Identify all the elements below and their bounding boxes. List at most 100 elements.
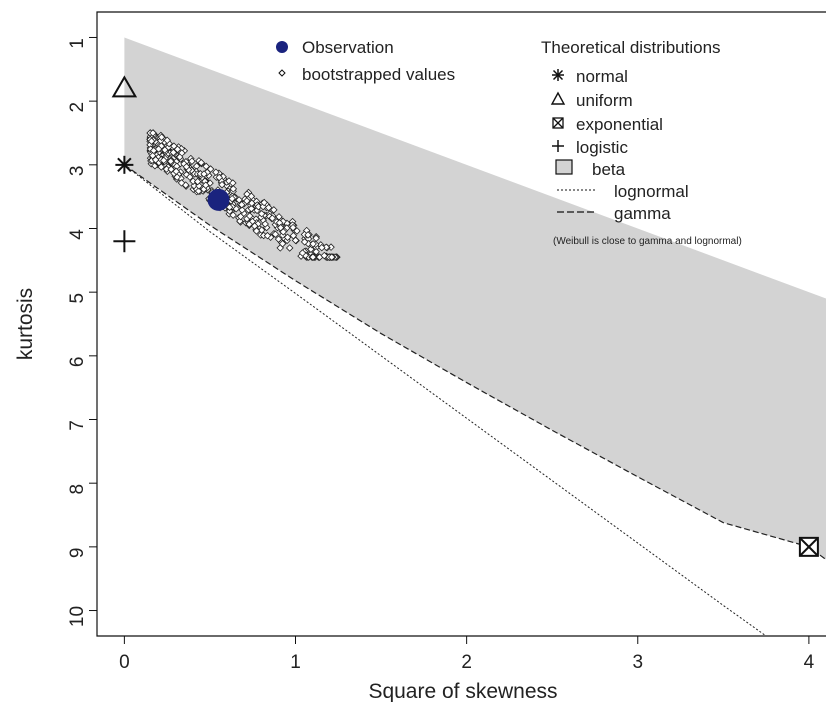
bootstrapped-point [293, 227, 301, 235]
x-tick-label: 2 [461, 652, 472, 673]
x-tick-label: 0 [119, 652, 130, 673]
bootstrapped-point [218, 180, 226, 189]
x-tick-label: 1 [290, 652, 301, 673]
beta-legend-symbol [555, 159, 573, 175]
bootstrapped-legend-label: bootstrapped values [302, 65, 455, 84]
logistic-legend-label: logistic [576, 138, 628, 157]
bootstrapped-point [159, 156, 168, 165]
beta-legend-label: beta [592, 160, 626, 179]
bootstrapped-point [268, 214, 277, 222]
logistic-point [113, 230, 136, 253]
y-tick-label: 3 [67, 166, 88, 177]
bootstrapped-point [197, 158, 205, 167]
bootstrapped-point [304, 231, 312, 239]
bootstrapped-point [169, 148, 178, 157]
bootstrapped-point [245, 220, 254, 229]
bootstrapped-point [166, 157, 175, 166]
gamma-legend-label: gamma [614, 204, 671, 223]
observation-legend-marker [276, 41, 288, 53]
bootstrapped-point [182, 162, 191, 171]
bootstrapped-point [200, 170, 208, 178]
bootstrapped-point [194, 187, 203, 195]
bootstrapped-point [278, 239, 287, 248]
bootstrapped-point [147, 137, 156, 145]
plot-frame [96, 11, 826, 637]
bootstrapped-point [238, 206, 246, 214]
bootstrapped-point [270, 206, 278, 214]
bootstrapped-point [243, 190, 251, 198]
y-tick-label: 2 [67, 102, 88, 113]
axis-layer: 0 1 2 3 4 1 2 3 4 5 6 7 8 9 10 Square of skewness kurtos… [14, 11, 826, 702]
bootstrapped-point [151, 156, 160, 164]
bootstrapped-point [279, 217, 287, 226]
bootstrapped-point [163, 136, 171, 145]
bootstrapped-point [172, 167, 180, 176]
y-tick-label: 7 [67, 420, 88, 431]
bootstrapped-point [225, 203, 234, 212]
legend-layer: Observation bootstrapped values Theoretica… [276, 38, 742, 247]
y-tick-label: 1 [67, 38, 88, 49]
bootstrapped-point [235, 196, 243, 204]
bootstrapped-point [201, 181, 210, 189]
bootstrapped-point [260, 198, 268, 207]
bootstrapped-point [320, 251, 329, 260]
bootstrapped-point [157, 133, 166, 141]
y-axis-label: kurtosis [14, 288, 37, 360]
bootstrapped-point [236, 212, 245, 221]
bootstrapped-point [309, 253, 317, 261]
bootstrapped-point [309, 240, 317, 248]
bootstrapped-point [202, 162, 210, 171]
x-tick-label: 4 [804, 652, 815, 673]
bootstrapped-point [271, 230, 280, 239]
bootstrapped-point [149, 129, 157, 137]
theoretical-legend-title: Theoretical distributions [541, 38, 721, 57]
uniform-legend-label: uniform [576, 91, 633, 110]
bootstrapped-point [245, 212, 254, 220]
bootstrapped-point [188, 157, 196, 165]
bootstrapped-point [318, 243, 326, 252]
normal-legend-label: normal [576, 67, 628, 86]
bootstrapped-point [289, 231, 298, 240]
bootstrapped-point [300, 238, 309, 246]
logistic-legend-symbol [552, 140, 564, 152]
uniform-point [111, 75, 138, 98]
bootstrapped-point [248, 199, 256, 207]
exponential-legend-label: exponential [576, 115, 663, 134]
bootstrapped-point [229, 185, 238, 193]
bootstrapped-point [247, 204, 256, 213]
bootstrapped-point [252, 227, 261, 235]
lognormal-line [124, 164, 767, 636]
beta-region [124, 37, 826, 560]
bootstrapped-point [243, 197, 251, 205]
bootstrapped-point [228, 194, 236, 203]
y-tick-label: 10 [67, 606, 88, 627]
bootstrapped-point [237, 200, 246, 209]
lognormal-legend-label: lognormal [614, 182, 689, 201]
bootstrapped-point [229, 211, 237, 219]
bootstrapped-point [175, 153, 184, 161]
bootstrapped-point [257, 209, 266, 218]
x-tick-label: 3 [632, 652, 643, 673]
uniform-legend-symbol [550, 91, 566, 105]
observation-legend-label: Observation [302, 38, 394, 57]
bootstrapped-point [257, 226, 266, 234]
bootstrapped-point [263, 231, 272, 240]
bootstrapped-legend-marker [278, 69, 286, 77]
bootstrapped-point [285, 244, 294, 252]
normal-point [115, 155, 134, 174]
bootstrapped-point [236, 217, 244, 225]
normal-legend-symbol [552, 69, 564, 81]
plot-layer [111, 37, 826, 636]
bootstrapped-point [261, 220, 269, 228]
y-tick-label: 9 [67, 548, 88, 559]
y-tick-label: 5 [67, 293, 88, 304]
bootstrapped-point [212, 168, 220, 176]
y-tick-label: 4 [67, 229, 88, 240]
y-tick-label: 8 [67, 484, 88, 495]
observation-point [207, 188, 230, 211]
exponential-point [798, 536, 819, 557]
bootstrapped-point [327, 253, 336, 261]
plot-area [111, 37, 826, 636]
x-axis-label: Square of skewness [368, 680, 557, 702]
